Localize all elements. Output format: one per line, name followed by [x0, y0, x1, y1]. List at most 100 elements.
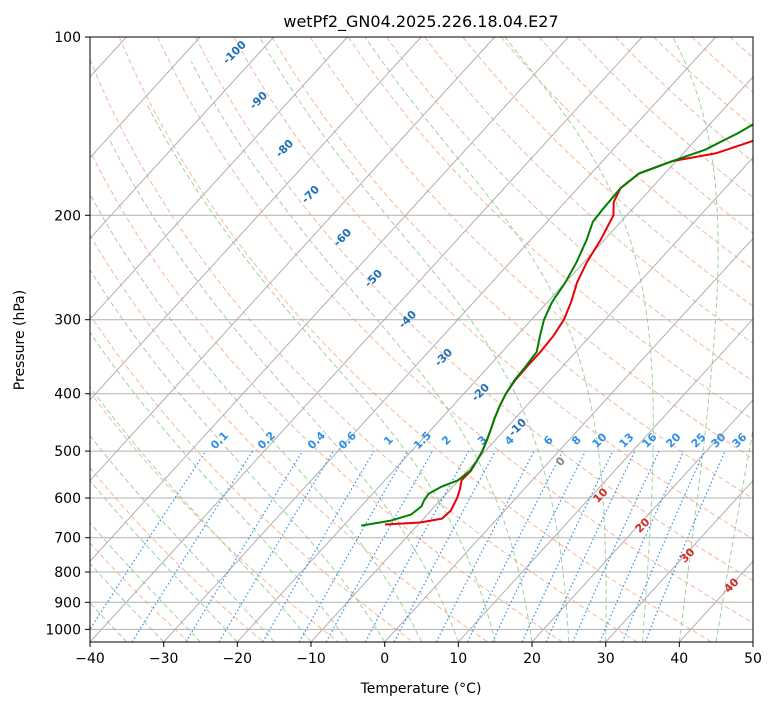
background-labels: -100-90-80-70-60-50-40-30-20-100.1 0.2 0.4… [208, 38, 750, 596]
pressure-gridlines [90, 37, 753, 630]
mixing-ratio-label: 20 [664, 430, 684, 450]
dry-adiabat-label: -50 [362, 267, 385, 290]
moist-adiabat-label: 10 [591, 485, 611, 505]
mixing-ratio-label: 0.2 [255, 429, 278, 452]
mixing-ratio-line [185, 450, 304, 642]
x-tick-label: 50 [744, 651, 762, 667]
plot-frame [89, 36, 754, 643]
x-tick-label: 40 [670, 651, 688, 667]
x-tick-label: 0 [380, 651, 389, 667]
moist-adiabat [90, 434, 275, 642]
chart-title: wetPf2_GN04.2025.226.18.04.E27 [283, 12, 558, 32]
mixing-ratio-label: 30 [709, 430, 729, 450]
isotherm [90, 37, 569, 562]
moist-adiabat [90, 479, 238, 642]
dry-adiabat-label: -70 [299, 183, 322, 206]
isotherm [90, 37, 422, 401]
y-tick-label: 200 [54, 208, 81, 224]
mixing-ratio-line [393, 450, 496, 642]
dry-adiabats [90, 37, 775, 642]
mixing-ratio-line [131, 450, 254, 642]
y-tick-label: 700 [54, 531, 81, 547]
mixing-ratio-line [545, 450, 636, 642]
isotherm [236, 76, 753, 642]
dry-adiabat [90, 313, 414, 642]
x-tick-label: 30 [597, 651, 615, 667]
x-tick-label: −40 [75, 651, 105, 667]
mixing-ratio-lines [90, 450, 726, 642]
dry-adiabat [90, 467, 264, 642]
mixing-ratio-label: 0.6 [336, 429, 359, 452]
dry-adiabat [157, 37, 753, 624]
moist-adiabat-label: 30 [678, 545, 698, 565]
dewpoint-profile [361, 123, 753, 527]
dry-adiabat-label: -100 [220, 38, 249, 67]
mixing-ratio-label: 8 [569, 433, 584, 448]
y-tick-label: 800 [54, 565, 81, 581]
isotherm [90, 37, 348, 320]
mixing-ratio-label: 2 [439, 433, 454, 448]
isotherm [752, 641, 753, 642]
y-axis: 100 200 300 400 500 600 700 800 900 1000 [45, 30, 90, 638]
isotherm [90, 37, 201, 159]
moist-adiabat [90, 386, 312, 642]
dry-adiabat [90, 58, 638, 642]
x-tick-label: −10 [296, 651, 326, 667]
isotherm [384, 237, 753, 642]
dry-adiabat [90, 149, 563, 642]
mixing-ratio-line [644, 450, 726, 642]
moist-adiabat [90, 522, 201, 642]
dry-adiabat [576, 37, 753, 198]
profiles [361, 123, 753, 527]
isotherm [457, 318, 753, 642]
moist-adiabat-label: 20 [633, 515, 653, 535]
x-tick-label: −30 [149, 651, 179, 667]
isotherm [163, 37, 717, 642]
mixing-ratio-line [364, 450, 470, 642]
dry-adiabat [768, 37, 775, 642]
mixing-ratio-line [218, 450, 334, 642]
dry-adiabat-label: -30 [432, 346, 455, 369]
moist-adiabat [90, 562, 165, 642]
y-axis-label: Pressure (hPa) [12, 290, 28, 390]
y-tick-label: 1000 [45, 622, 81, 638]
y-tick-label: 500 [54, 444, 81, 460]
dry-adiabat [424, 37, 753, 344]
dry-adiabat [90, 391, 339, 642]
mixing-ratio-line [599, 450, 685, 642]
x-axis-label: Temperature (°C) [360, 681, 482, 697]
moist-adiabat [190, 61, 533, 642]
dry-adiabat-label: -60 [331, 226, 354, 249]
x-tick-label: 20 [523, 651, 541, 667]
y-tick-label: 100 [54, 30, 81, 46]
isotherm [90, 37, 496, 482]
dry-adiabat-label: -80 [273, 137, 296, 160]
y-tick-label: 300 [54, 313, 81, 329]
moist-adiabat [259, 37, 570, 642]
isotherm [310, 156, 753, 642]
y-tick-label: 600 [54, 491, 81, 507]
moist-adiabat [90, 193, 422, 642]
dry-adiabat [462, 37, 753, 307]
isotherm [531, 399, 753, 642]
moist-adiabat [364, 37, 607, 642]
mixing-ratio-label: 36 [730, 430, 750, 450]
mixing-ratio-label: 13 [617, 431, 637, 451]
mixing-ratio-line [572, 450, 660, 642]
y-tick-label: 400 [54, 387, 81, 403]
dry-adiabat [500, 37, 753, 270]
dry-adiabat [118, 37, 712, 642]
moist-adiabat [504, 37, 654, 642]
dry-adiabat [271, 37, 753, 500]
moist-adiabat [146, 104, 496, 642]
moist-adiabat [90, 268, 386, 642]
mixing-ratio-label: 16 [640, 430, 660, 450]
temperature-profile [385, 139, 753, 526]
isotherms [90, 37, 753, 642]
mixing-ratio-line [262, 450, 375, 642]
dry-adiabat [691, 37, 753, 93]
dry-adiabat [615, 37, 753, 163]
moist-adiabat [672, 37, 719, 642]
x-tick-label: 10 [449, 651, 467, 667]
